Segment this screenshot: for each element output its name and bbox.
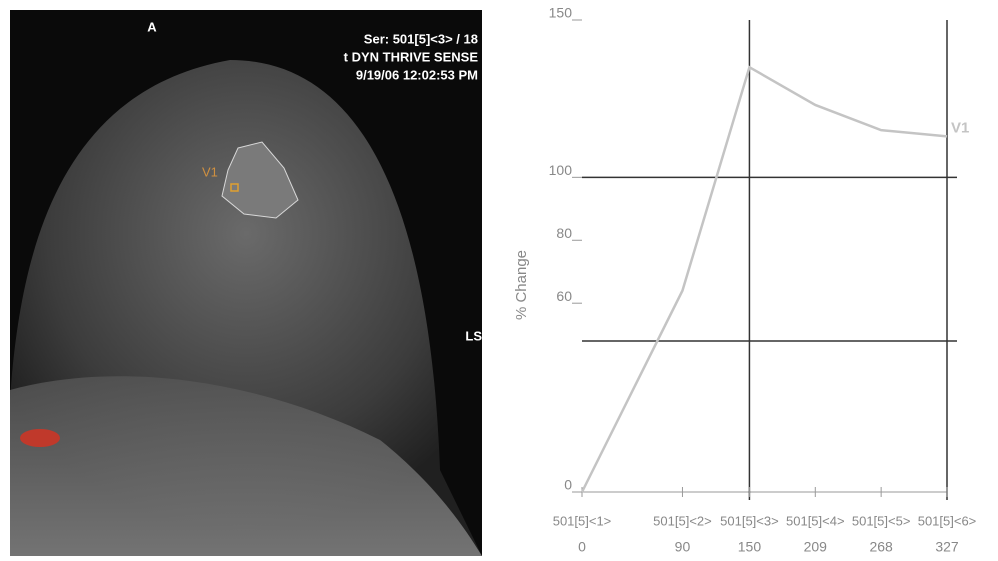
x-tick-label: 90: [675, 539, 691, 555]
y-tick-label: 0: [564, 477, 572, 493]
y-tick-label: 150: [549, 5, 573, 21]
x-tick-label: 150: [738, 539, 762, 555]
series-line: [582, 67, 947, 492]
side-label: LS: [465, 328, 482, 343]
x-category-label: 501[5]<6>: [918, 513, 977, 528]
x-category-label: 501[5]<3>: [720, 513, 779, 528]
mri-panel: A Ser: 501[5]<3> / 18 t DYN THRIVE SENSE…: [10, 10, 482, 556]
sequence-name: t DYN THRIVE SENSE: [344, 49, 479, 64]
x-tick-label: 209: [804, 539, 828, 555]
x-tick-label: 0: [578, 539, 586, 555]
x-category-label: 501[5]<5>: [852, 513, 911, 528]
x-category-label: 501[5]<4>: [786, 513, 845, 528]
y-axis-label: % Change: [513, 250, 530, 320]
series-info: Ser: 501[5]<3> / 18: [364, 31, 478, 46]
y-tick-label: 80: [556, 225, 572, 241]
enhancement-spot: [20, 429, 60, 447]
x-category-label: 501[5]<2>: [653, 513, 712, 528]
x-category-label: 501[5]<1>: [553, 513, 612, 528]
y-tick-label: 60: [556, 288, 572, 304]
page: A Ser: 501[5]<3> / 18 t DYN THRIVE SENSE…: [0, 0, 998, 561]
y-tick-label: 100: [549, 162, 573, 178]
series-label: V1: [951, 119, 969, 136]
screen: A Ser: 501[5]<3> / 18 t DYN THRIVE SENSE…: [0, 0, 998, 556]
timestamp: 9/19/06 12:02:53 PM: [356, 67, 478, 82]
x-tick-label: 268: [869, 539, 893, 555]
orientation-label: A: [147, 19, 157, 34]
x-tick-label: 327: [935, 539, 959, 555]
roi-label: V1: [202, 164, 218, 179]
